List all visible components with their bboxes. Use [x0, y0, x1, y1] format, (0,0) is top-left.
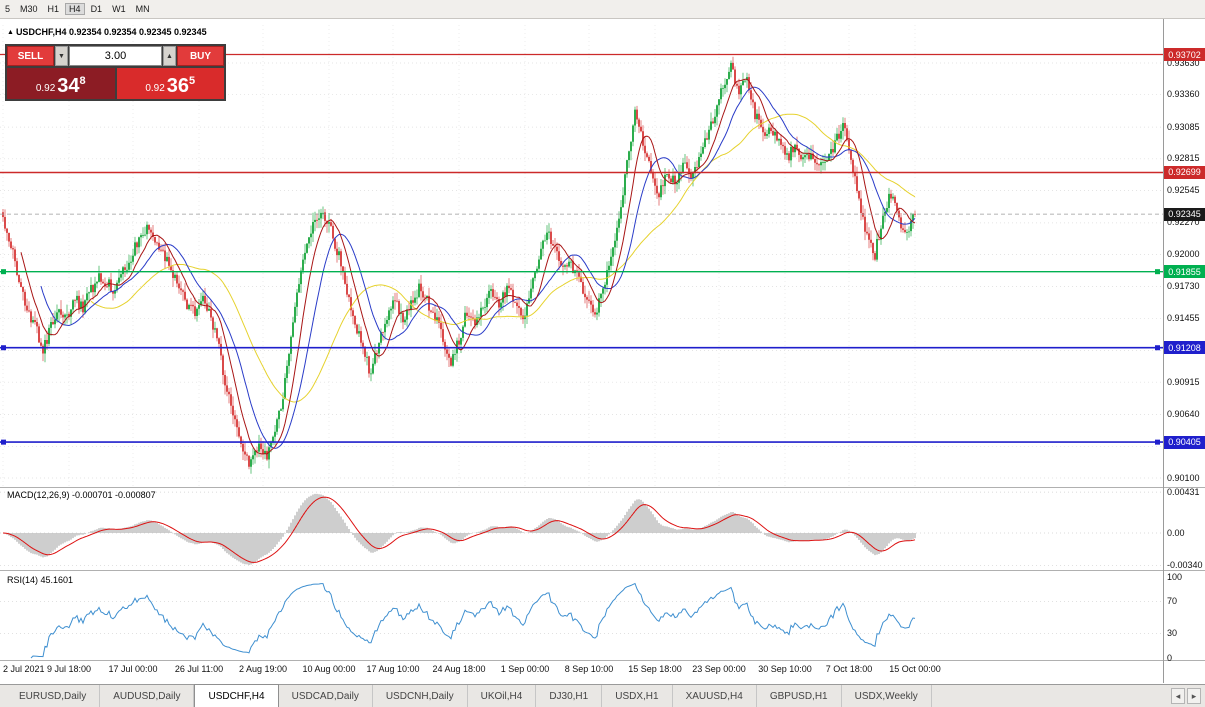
- price-scale-label: 0.92000: [1167, 249, 1200, 260]
- date-axis-label: 15 Sep 18:00: [628, 664, 682, 674]
- price-badge-0.92699: 0.92699: [1164, 165, 1205, 179]
- price-scale-label: 0.90100: [1167, 472, 1200, 483]
- symbol-up-arrow-icon: ▲: [7, 29, 14, 36]
- date-axis-label: 2 Aug 19:00: [238, 664, 288, 674]
- tab-usdx-weekly[interactable]: USDX,Weekly: [842, 685, 932, 707]
- candles-down-wicks: [2, 56, 916, 470]
- date-axis-label: 8 Sep 10:00: [564, 664, 614, 674]
- volume-up-icon[interactable]: ▲: [163, 46, 176, 66]
- tab-audusd-daily[interactable]: AUDUSD,Daily: [100, 685, 195, 707]
- price-scale-label: 0.93360: [1167, 89, 1200, 100]
- date-axis-label: 1 Sep 00:00: [500, 664, 550, 674]
- buy-button[interactable]: BUY: [177, 46, 224, 66]
- timeframe-toolbar: 5 M30 H1 H4 D1 W1 MN: [0, 0, 1205, 19]
- date-axis-label: 30 Sep 10:00: [758, 664, 812, 674]
- tab-usdcnh-daily[interactable]: USDCNH,Daily: [373, 685, 468, 707]
- price-scale-label: 0.93085: [1167, 121, 1200, 132]
- date-axis-label: 23 Sep 00:00: [692, 664, 746, 674]
- timeframe-mn[interactable]: MN: [135, 4, 150, 14]
- level-handle: [1, 439, 6, 445]
- chart-tab-bar: EURUSD,Daily AUDUSD,Daily USDCHF,H4 USDCAD,…: [0, 684, 1205, 707]
- sell-price-point: 8: [79, 75, 86, 87]
- volume-input[interactable]: [69, 46, 162, 66]
- price-badge-0.93702: 0.93702: [1164, 48, 1205, 62]
- price-scale-label: 0.92270: [1167, 217, 1200, 228]
- price-scale-label: 0.91455: [1167, 313, 1200, 324]
- rsi-line: [30, 582, 916, 659]
- chart-title: ▲ USDCHF,H4 0.92354 0.92354 0.92345 0.923…: [7, 27, 207, 37]
- price-badge-0.91855: 0.91855: [1164, 265, 1205, 279]
- price-scale-label: 0.92815: [1167, 153, 1200, 164]
- timeframe-w1[interactable]: W1: [112, 4, 126, 14]
- rsi-scale-label: 100: [1167, 571, 1183, 582]
- date-axis-label: 26 Jul 11:00: [174, 664, 224, 674]
- tab-scroll-right-icon[interactable]: ▸: [1187, 688, 1201, 704]
- sell-button[interactable]: SELL: [7, 46, 54, 66]
- tab-usdchf-h4[interactable]: USDCHF,H4: [194, 684, 279, 707]
- rsi-scale-label: 70: [1167, 595, 1178, 606]
- tab-usdx-h1[interactable]: USDX,H1: [602, 685, 673, 707]
- price-scale-label: 0.90640: [1167, 409, 1200, 419]
- tab-xauusd-h4[interactable]: XAUUSD,H4: [673, 685, 757, 707]
- sell-price-prefix: 0.92: [35, 83, 56, 94]
- date-axis-label: 2 Jul 2021: [3, 664, 45, 674]
- sell-price-pips: 34: [57, 75, 80, 97]
- date-axis-label: 24 Aug 18:00: [432, 664, 486, 674]
- macd-signal-line: [2, 496, 916, 563]
- macd-scale-label: -0.00340: [1167, 559, 1203, 570]
- macd-scale-label: 0.00431: [1167, 486, 1200, 497]
- buy-price-point: 5: [189, 75, 196, 87]
- ma-slow-line: [90, 113, 916, 403]
- timeframe-m30[interactable]: M30: [20, 4, 38, 14]
- sell-price-button[interactable]: 0.92 34 8: [7, 68, 115, 99]
- macd-histogram: [4, 493, 916, 565]
- level-handle: [1, 345, 6, 351]
- price-scale-label: 0.90915: [1167, 376, 1200, 387]
- timeframe-5[interactable]: 5: [5, 4, 11, 14]
- tab-usdcad-daily[interactable]: USDCAD,Daily: [279, 685, 373, 707]
- price-scale-label: 0.93630: [1167, 57, 1200, 68]
- date-axis-label: 17 Jul 00:00: [108, 664, 158, 674]
- date-axis-label: 15 Oct 00:00: [889, 664, 941, 674]
- buy-price-prefix: 0.92: [145, 83, 165, 94]
- date-axis-label: 7 Oct 18:00: [825, 664, 873, 674]
- one-click-trading-panel: SELL ▼ ▲ BUY 0.92 34 8 0.92 36 5: [5, 44, 226, 101]
- main-chart[interactable]: [0, 0, 1205, 684]
- timeframe-d1[interactable]: D1: [90, 4, 103, 14]
- date-axis-label: 9 Jul 18:00: [46, 664, 92, 674]
- rsi-scale-label: 0: [1167, 652, 1173, 663]
- level-handle: [1155, 345, 1160, 351]
- timeframe-h4[interactable]: H4: [65, 3, 85, 15]
- price-scale-label: 0.91730: [1167, 280, 1200, 291]
- level-handle: [1155, 439, 1160, 445]
- tab-scroll-left-icon[interactable]: ◂: [1171, 688, 1185, 704]
- timeframe-h1[interactable]: H1: [47, 4, 60, 14]
- chart-title-text: USDCHF,H4 0.92354 0.92354 0.92345 0.9234…: [15, 27, 207, 37]
- level-handle: [1, 269, 6, 275]
- volume-down-icon[interactable]: ▼: [55, 46, 68, 66]
- ma-fast-line: [20, 78, 916, 455]
- date-axis-label: 10 Aug 00:00: [302, 664, 356, 674]
- level-handle: [1155, 269, 1160, 275]
- buy-price-button[interactable]: 0.92 36 5: [116, 68, 224, 99]
- tab-dj30-h1[interactable]: DJ30,H1: [536, 685, 603, 707]
- rsi-scale-label: 30: [1167, 628, 1178, 639]
- ma-mid-line: [40, 86, 916, 449]
- macd-scale-label: 0.00: [1167, 527, 1185, 538]
- buy-price-pips: 36: [166, 75, 190, 97]
- macd-label: MACD(12,26,9) -0.000701 -0.000807: [7, 490, 156, 500]
- price-badge-0.91208: 0.91208: [1164, 341, 1205, 355]
- tab-gbpusd-h1[interactable]: GBPUSD,H1: [757, 685, 842, 707]
- price-badge-0.92345: 0.92345: [1164, 207, 1205, 221]
- price-scale-label: 0.92545: [1167, 185, 1200, 196]
- tab-eurusd-daily[interactable]: EURUSD,Daily: [6, 685, 101, 707]
- price-badge-0.90405: 0.90405: [1164, 435, 1205, 449]
- tab-ukoil-h4[interactable]: UKOil,H4: [468, 685, 537, 707]
- candles-up-bodies: [32, 62, 914, 467]
- candles-down-bodies: [2, 62, 916, 467]
- date-axis-label: 17 Aug 10:00: [366, 664, 420, 674]
- rsi-label: RSI(14) 45.1601: [7, 575, 74, 585]
